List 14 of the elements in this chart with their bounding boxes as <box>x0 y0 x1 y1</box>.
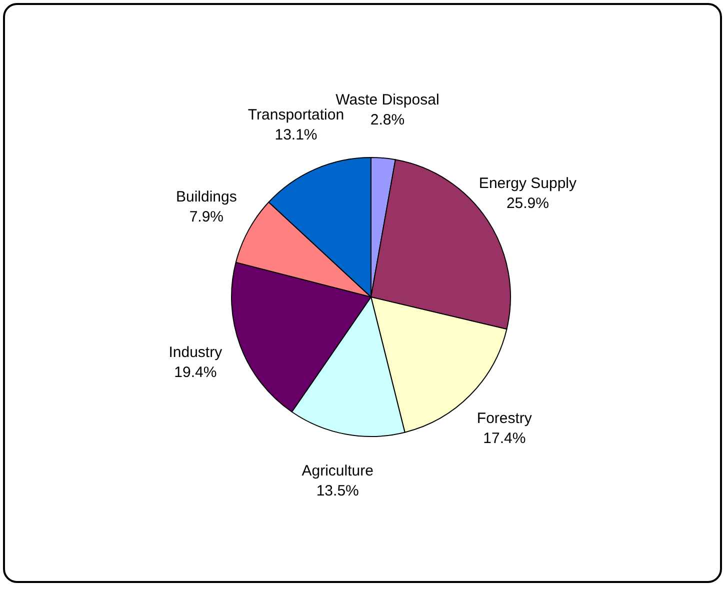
data-label: 13.1% <box>274 126 318 144</box>
slice-label: Industry <box>168 344 223 361</box>
slice-label: Buildings <box>176 188 237 206</box>
slice-label: Forestry <box>476 410 532 427</box>
data-label: 17.4% <box>483 430 526 447</box>
data-label: 13.5% <box>316 482 359 500</box>
slice-label: Agriculture <box>302 462 374 480</box>
slice-label: Energy Supply <box>478 175 577 192</box>
data-label: 2.8% <box>370 111 405 128</box>
slice-label: Transportation <box>248 106 344 124</box>
data-label: 19.4% <box>174 364 217 381</box>
slice-label: Waste Disposal <box>336 91 440 108</box>
data-label: 25.9% <box>506 195 549 212</box>
data-label: 7.9% <box>189 208 224 226</box>
